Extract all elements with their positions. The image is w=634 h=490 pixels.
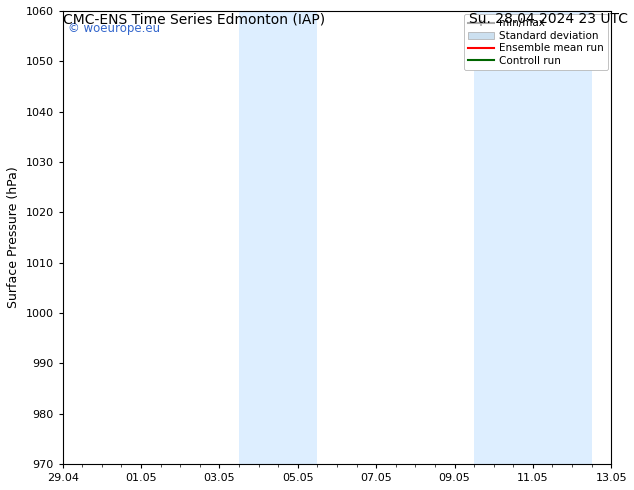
Bar (474, 11, 592, 464)
Text: © woeurope.eu: © woeurope.eu (68, 22, 160, 35)
Y-axis label: Surface Pressure (hPa): Surface Pressure (hPa) (7, 167, 20, 308)
Text: Su. 28.04.2024 23 UTC: Su. 28.04.2024 23 UTC (469, 12, 628, 26)
Legend: min/max, Standard deviation, Ensemble mean run, Controll run: min/max, Standard deviation, Ensemble me… (464, 14, 608, 70)
Text: CMC-ENS Time Series Edmonton (IAP): CMC-ENS Time Series Edmonton (IAP) (63, 12, 325, 26)
Bar (239, 11, 318, 464)
